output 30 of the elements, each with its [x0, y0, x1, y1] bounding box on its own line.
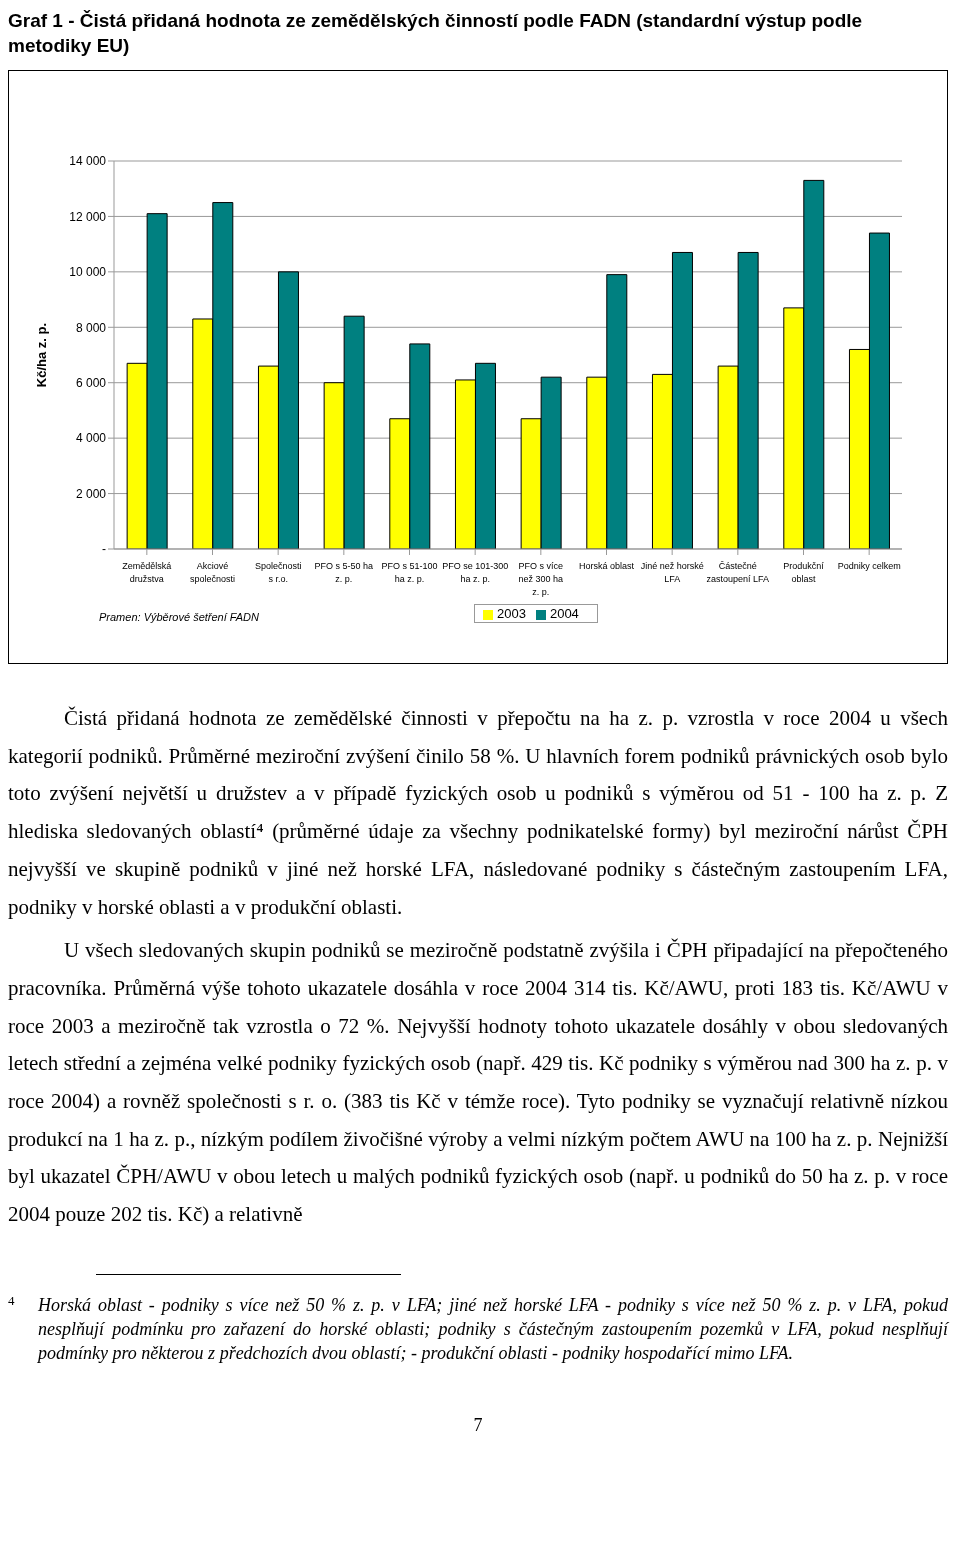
x-tick-label: PFO s 5-50 ha z. p. — [314, 561, 374, 584]
text: Horská oblast - podniky s více než 50 % z. p. v LFA; jiné než horské LFA - podniky s více než 50 % z. p. v LFA, pokud nesplňují podmínku pro zařazení do horské oblasti; podniky s částečným zastoupením pozemků v LFA, pokud nesplňují podmínky pro některou z předchozích dvou oblastí; - produkční oblasti - podniky hospodařící mimo LFA. — [38, 1293, 948, 1365]
y-tick-label: 4 000 — [75, 431, 107, 446]
text: 4 — [8, 1292, 16, 1310]
y-tick-label: 8 000 — [75, 320, 107, 335]
y-tick-label: 14 000 — [69, 154, 107, 169]
chart-title: Graf 1 - Čistá přidaná hodnota ze zemědělských činností podle FADN (standardní výstup podle metodiky EU) — [8, 9, 864, 58]
y-axis-title: Kč/ha z. p. — [33, 322, 49, 388]
x-tick-label: Částečné zastoupení LFA — [706, 561, 770, 584]
x-tick-label: Zemědělská družstva — [122, 561, 172, 584]
y-tick-label: 6 000 — [75, 375, 107, 390]
x-tick-label: PFO s 51-100 ha z. p. — [381, 561, 438, 584]
x-tick-label: Horská oblast — [578, 561, 635, 571]
text: U všech sledovaných skupin podniků se meziročně podstatně zvýšila i ČPH připadající na přepočteného pracovníka. Průměrná výše tohoto ukazatele dosáhla v roce 2004 314 tis. Kč/AWU, proti 183 tis. Kč/AWU v roce 2003 a meziročně tak vzrostla o 72 %. Nejvyšší hodnoty tohoto ukazatele dosáhly v obou sledovaných letech střední a zejména velké podniky fyzických osob (např. 429 tis. Kč podniky s výměrou nad 300 ha z. p. v roce 2004) a rovněž společnosti s r. o. (383 tis Kč v témže roce). Tyto podniky se vyznačují relativně nízkou produkcí na 1 ha z. p., nízkým podílem živočišné výroby a velmi nízkým počtem AWU na 100 ha z. p. Nejnižší byl ukazatel ČPH/AWU v obou letech u malých podniků fyzických osob (např. u podniků do 50 ha z. p. v roce 2004 pouze 202 tis. Kč) a relativně — [8, 937, 948, 1229]
y-tick-label: 12 000 — [69, 209, 107, 224]
x-tick-label: Společnosti s r.o. — [254, 561, 302, 584]
x-tick-label: Podniky celkem — [837, 561, 901, 571]
legend-label: 2003 — [497, 606, 526, 621]
x-tick-label: PFO s více než 300 ha z. p. — [518, 561, 564, 597]
legend-label: 2004 — [549, 606, 579, 621]
y-tick-label: - — [102, 542, 106, 557]
text: 7 — [472, 1414, 484, 1436]
x-tick-label: PFO se 101-300 ha z. p. — [442, 561, 509, 584]
text: Pramen: Výběrové šetření FADN — [99, 611, 259, 623]
x-tick-label: Jiné než horské LFA — [640, 561, 704, 584]
y-tick-label: 10 000 — [69, 265, 107, 280]
x-tick-label: Akciové společnosti — [189, 561, 236, 584]
x-tick-label: Produkční oblast — [783, 561, 825, 584]
text: Čistá přidaná hodnota ze zemědělské činnosti v přepočtu na ha z. p. vzrostla v roce 2004 u všech kategorií podniků. Průměrné meziroční zvýšení činilo 58 %. U hlavních forem podniků právnických osob bylo toto zvýšení největší u družstev a v případě fyzických osob u podniků s výměrou od 51 - 100 ha z. p. Z hlediska sledovaných oblastí⁴ (průměrné údaje za všechny podnikatelské formy) byl meziroční nárůst ČPH nejvyšší ve skupině podniků v jiné než horské LFA, následované podniky s částečným zastoupením LFA, podniky v horské oblasti a v produkční oblasti. — [8, 705, 948, 921]
y-tick-label: 2 000 — [75, 486, 107, 501]
